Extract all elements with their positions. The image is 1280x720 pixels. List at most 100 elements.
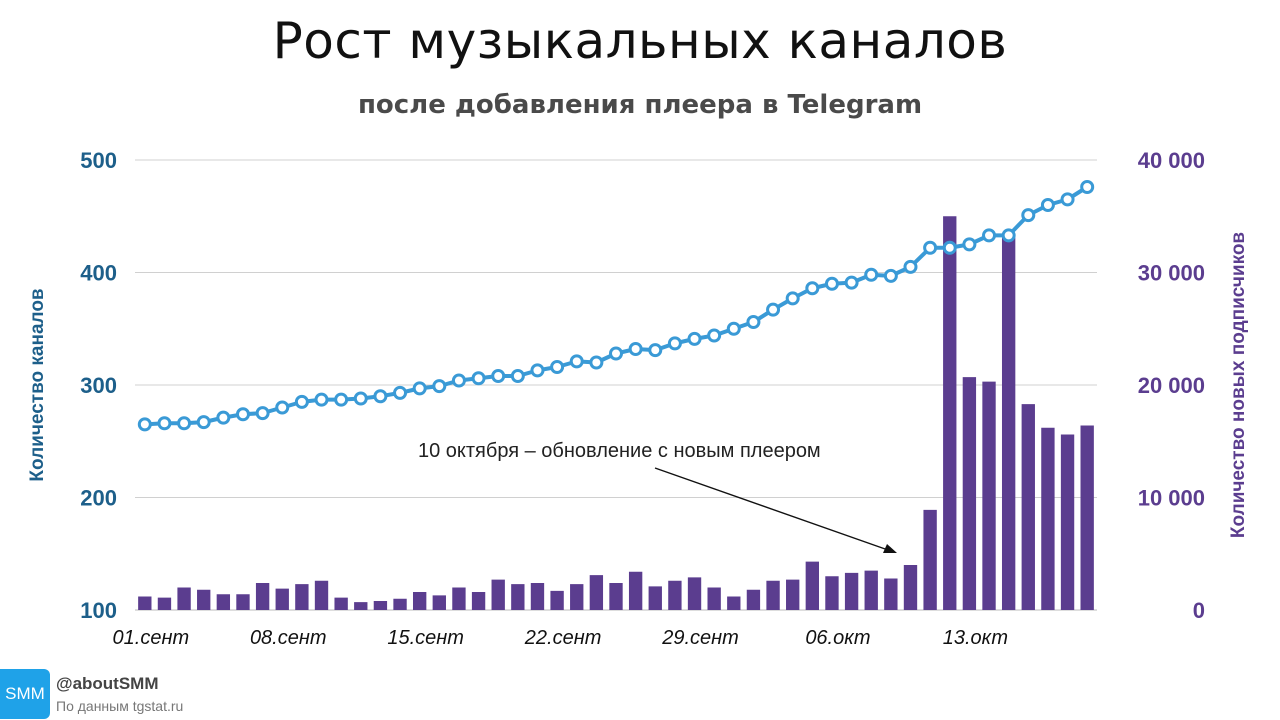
right-tick-label: 40 000 <box>1138 148 1205 173</box>
bar <box>197 589 211 610</box>
line-point <box>334 392 349 407</box>
bar <box>766 580 780 610</box>
right-tick-label: 10 000 <box>1138 486 1205 511</box>
line-point <box>1080 180 1095 194</box>
left-tick-label: 300 <box>80 373 117 398</box>
line-point <box>667 336 682 351</box>
x-tick-label: 01.сент <box>113 627 190 649</box>
bar <box>648 586 662 610</box>
line-series <box>137 180 1095 432</box>
bar <box>354 602 368 610</box>
bar <box>1021 404 1035 610</box>
bar <box>314 580 329 610</box>
bar <box>550 590 564 610</box>
x-tick-label: 29.сент <box>661 627 739 649</box>
bar <box>157 597 172 610</box>
bar <box>373 601 388 610</box>
line-point <box>510 369 525 383</box>
bar <box>628 571 643 610</box>
x-tick-label: 06.окт <box>805 627 870 649</box>
line-point <box>707 328 722 343</box>
line-point <box>982 228 997 243</box>
line-point <box>785 291 800 306</box>
bar <box>177 587 191 610</box>
line-point <box>805 281 820 296</box>
bar <box>511 584 525 610</box>
line-point <box>766 302 781 317</box>
bar <box>491 579 505 610</box>
bar <box>1080 425 1094 610</box>
line-point <box>451 373 466 388</box>
annotation-text: 10 октября – обновление с новым плеером <box>418 440 821 462</box>
x-tick-label: 15.сент <box>387 627 464 649</box>
line-point <box>137 417 152 432</box>
bar <box>923 509 937 610</box>
bar <box>864 570 878 610</box>
line-point <box>275 400 290 415</box>
axis-ticks: 500 400 300 200 100 40 000 30 000 20 000 10 000 0… <box>80 148 1205 649</box>
line-point <box>196 415 211 430</box>
bar <box>138 596 152 610</box>
line-point <box>923 240 938 255</box>
bar <box>255 583 270 610</box>
bar <box>844 572 859 610</box>
line-point <box>255 406 270 421</box>
line-point <box>962 237 977 252</box>
bar <box>275 588 289 610</box>
bar <box>609 583 623 610</box>
left-axis-label: Количество каналов <box>27 288 48 481</box>
line-point <box>550 360 565 374</box>
footer-handle: @aboutSMM <box>56 674 159 693</box>
chart-title: Рост музыкальных каналов <box>272 12 1008 70</box>
bar <box>1001 237 1016 610</box>
bar <box>393 598 407 610</box>
right-tick-label: 0 <box>1193 598 1205 623</box>
line-point <box>726 321 741 336</box>
line-point <box>294 394 309 409</box>
line-point <box>687 331 702 346</box>
bar <box>570 584 584 610</box>
line-point <box>903 259 918 274</box>
x-tick-label: 22.сент <box>524 627 602 649</box>
line-point <box>589 355 604 370</box>
footer-source: По данным tgstat.ru <box>56 698 184 714</box>
line-point <box>314 392 329 407</box>
left-tick-label: 500 <box>80 148 117 173</box>
left-tick-label: 400 <box>80 261 117 286</box>
line-point <box>1021 208 1036 223</box>
annotation-arrow-line <box>654 467 889 551</box>
line-point <box>432 379 447 394</box>
line-point <box>530 363 545 378</box>
bar <box>962 377 977 610</box>
line-point <box>235 407 250 422</box>
line-point <box>609 346 623 361</box>
line-point <box>942 240 957 255</box>
bar <box>1041 427 1055 610</box>
x-tick-label: 08.сент <box>250 627 327 649</box>
bar <box>746 589 761 610</box>
left-tick-label: 100 <box>80 598 117 623</box>
bar <box>707 587 721 610</box>
line-point <box>373 389 388 404</box>
right-tick-label: 20 000 <box>1138 373 1205 398</box>
bar <box>982 381 996 610</box>
line-point <box>569 354 584 369</box>
line-point <box>648 343 663 358</box>
x-tick-label: 13.окт <box>943 627 1008 649</box>
line-point <box>353 391 368 406</box>
line-point <box>844 275 859 290</box>
chart-subtitle: после добавления плеера в Telegram <box>357 90 923 120</box>
bar <box>295 584 309 610</box>
smm-logo-badge: SMM <box>0 669 50 719</box>
line-point <box>628 342 643 356</box>
line-point <box>883 268 898 283</box>
bar <box>884 578 898 610</box>
line-point <box>1060 192 1075 207</box>
bar <box>825 576 839 610</box>
bar <box>530 583 545 610</box>
bar <box>412 592 427 610</box>
bar-series <box>138 216 1094 610</box>
line-point <box>746 315 761 329</box>
line-point <box>864 267 879 282</box>
bar <box>452 587 466 610</box>
